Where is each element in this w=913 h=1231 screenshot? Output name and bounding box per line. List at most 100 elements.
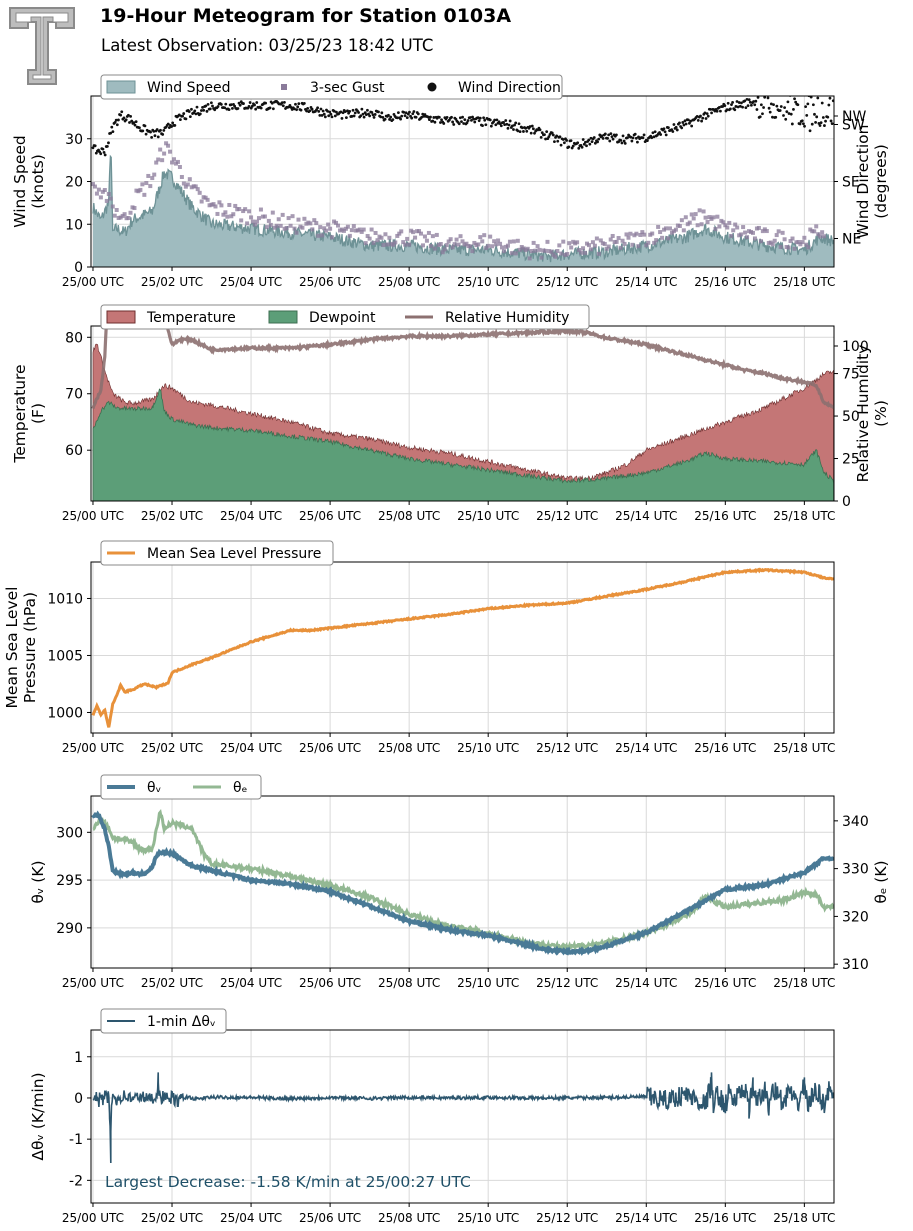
direction-point	[128, 121, 131, 124]
gust-marker	[391, 242, 396, 247]
direction-point	[114, 118, 118, 122]
theta-chart-plot-area	[91, 808, 834, 957]
gust-marker	[725, 225, 730, 230]
x-tick-label: 25/04 UTC	[220, 976, 282, 990]
direction-point	[359, 114, 363, 118]
gust-marker	[334, 220, 339, 225]
direction-point	[798, 122, 802, 126]
direction-point	[343, 110, 347, 114]
direction-point	[133, 123, 137, 127]
gust-marker	[717, 224, 722, 229]
legend-label: 1-min Δθᵥ	[147, 1014, 216, 1030]
direction-point	[184, 117, 188, 121]
direction-point	[748, 100, 752, 104]
gust-marker	[367, 236, 372, 241]
gust-marker	[126, 216, 131, 221]
gust-marker	[205, 197, 210, 202]
gust-marker	[545, 239, 550, 244]
y2-tick-label: 100	[842, 339, 869, 355]
gust-marker	[434, 232, 439, 237]
direction-point	[366, 108, 369, 112]
direction-point	[152, 129, 156, 133]
gust-marker	[187, 177, 192, 182]
direction-point	[110, 125, 114, 129]
direction-point	[271, 107, 275, 111]
direction-point	[828, 96, 832, 100]
direction-point	[445, 115, 449, 119]
direction-point	[328, 110, 332, 114]
direction-point	[682, 123, 686, 127]
direction-point	[316, 106, 320, 110]
gust-marker	[567, 241, 572, 246]
gust-marker	[507, 239, 512, 244]
pressure-chart-legend: Mean Sea Level Pressure	[100, 540, 334, 566]
direction-point	[516, 129, 520, 133]
x-tick-label: 25/10 UTC	[457, 741, 519, 755]
direction-point	[408, 110, 411, 114]
x-tick-label: 25/02 UTC	[141, 275, 203, 289]
gust-marker	[223, 210, 228, 215]
direction-point	[674, 125, 678, 129]
direction-point	[134, 120, 138, 124]
direction-point	[292, 107, 296, 111]
x-tick-label: 25/00 UTC	[62, 275, 124, 289]
direction-point	[306, 107, 310, 110]
gust-marker	[723, 223, 728, 228]
gust-marker	[158, 147, 163, 152]
temperature-chart-ylabel: Temperature(F)	[11, 364, 47, 463]
gust-marker	[689, 212, 694, 217]
direction-point	[817, 122, 821, 125]
direction-point	[800, 119, 804, 123]
legend-label: Dewpoint	[309, 310, 376, 326]
direction-point	[642, 133, 646, 137]
y-tick-label: 70	[65, 387, 83, 403]
direction-point	[457, 122, 461, 126]
gust-marker	[640, 230, 645, 235]
direction-point	[187, 110, 191, 113]
direction-point	[611, 137, 615, 141]
gust-marker	[822, 234, 827, 239]
gust-marker	[667, 226, 672, 231]
gust-marker	[138, 187, 143, 192]
gust-marker	[430, 234, 435, 239]
direction-point	[664, 133, 668, 137]
gust-marker	[798, 242, 803, 247]
direction-point	[678, 121, 681, 125]
direction-point	[551, 133, 555, 137]
gust-marker	[683, 215, 688, 220]
gust-marker	[543, 248, 548, 253]
gust-marker	[786, 245, 791, 250]
gust-marker	[505, 243, 510, 248]
x-tick-label: 25/06 UTC	[299, 275, 361, 289]
direction-point	[650, 136, 654, 140]
direction-point	[208, 107, 212, 111]
gust-marker	[122, 212, 127, 217]
direction-point	[779, 105, 783, 108]
gust-marker	[756, 225, 761, 230]
gust-marker	[110, 204, 115, 209]
direction-point	[821, 116, 825, 119]
direction-point	[391, 118, 395, 121]
gust-marker	[531, 240, 536, 245]
gust-marker	[610, 233, 615, 238]
direction-point	[115, 123, 119, 127]
direction-point	[392, 112, 396, 116]
direction-point	[802, 122, 805, 126]
direction-point	[786, 100, 790, 104]
direction-point	[544, 137, 547, 141]
gust-marker	[239, 218, 244, 223]
gust-marker	[660, 235, 665, 240]
gust-marker	[148, 184, 153, 189]
direction-point	[601, 137, 605, 140]
direction-point	[769, 102, 773, 106]
x-tick-label: 25/08 UTC	[378, 741, 440, 755]
gust-marker	[219, 203, 224, 208]
direction-point	[129, 114, 133, 118]
direction-point	[162, 128, 166, 132]
direction-point	[493, 118, 497, 122]
y2-tick-label: 310	[842, 957, 869, 973]
direction-point	[584, 140, 587, 144]
gust-marker	[764, 229, 769, 234]
direction-point	[242, 102, 245, 105]
wind-chart-ylabel-right: Wind Direction(degrees)	[854, 125, 890, 239]
